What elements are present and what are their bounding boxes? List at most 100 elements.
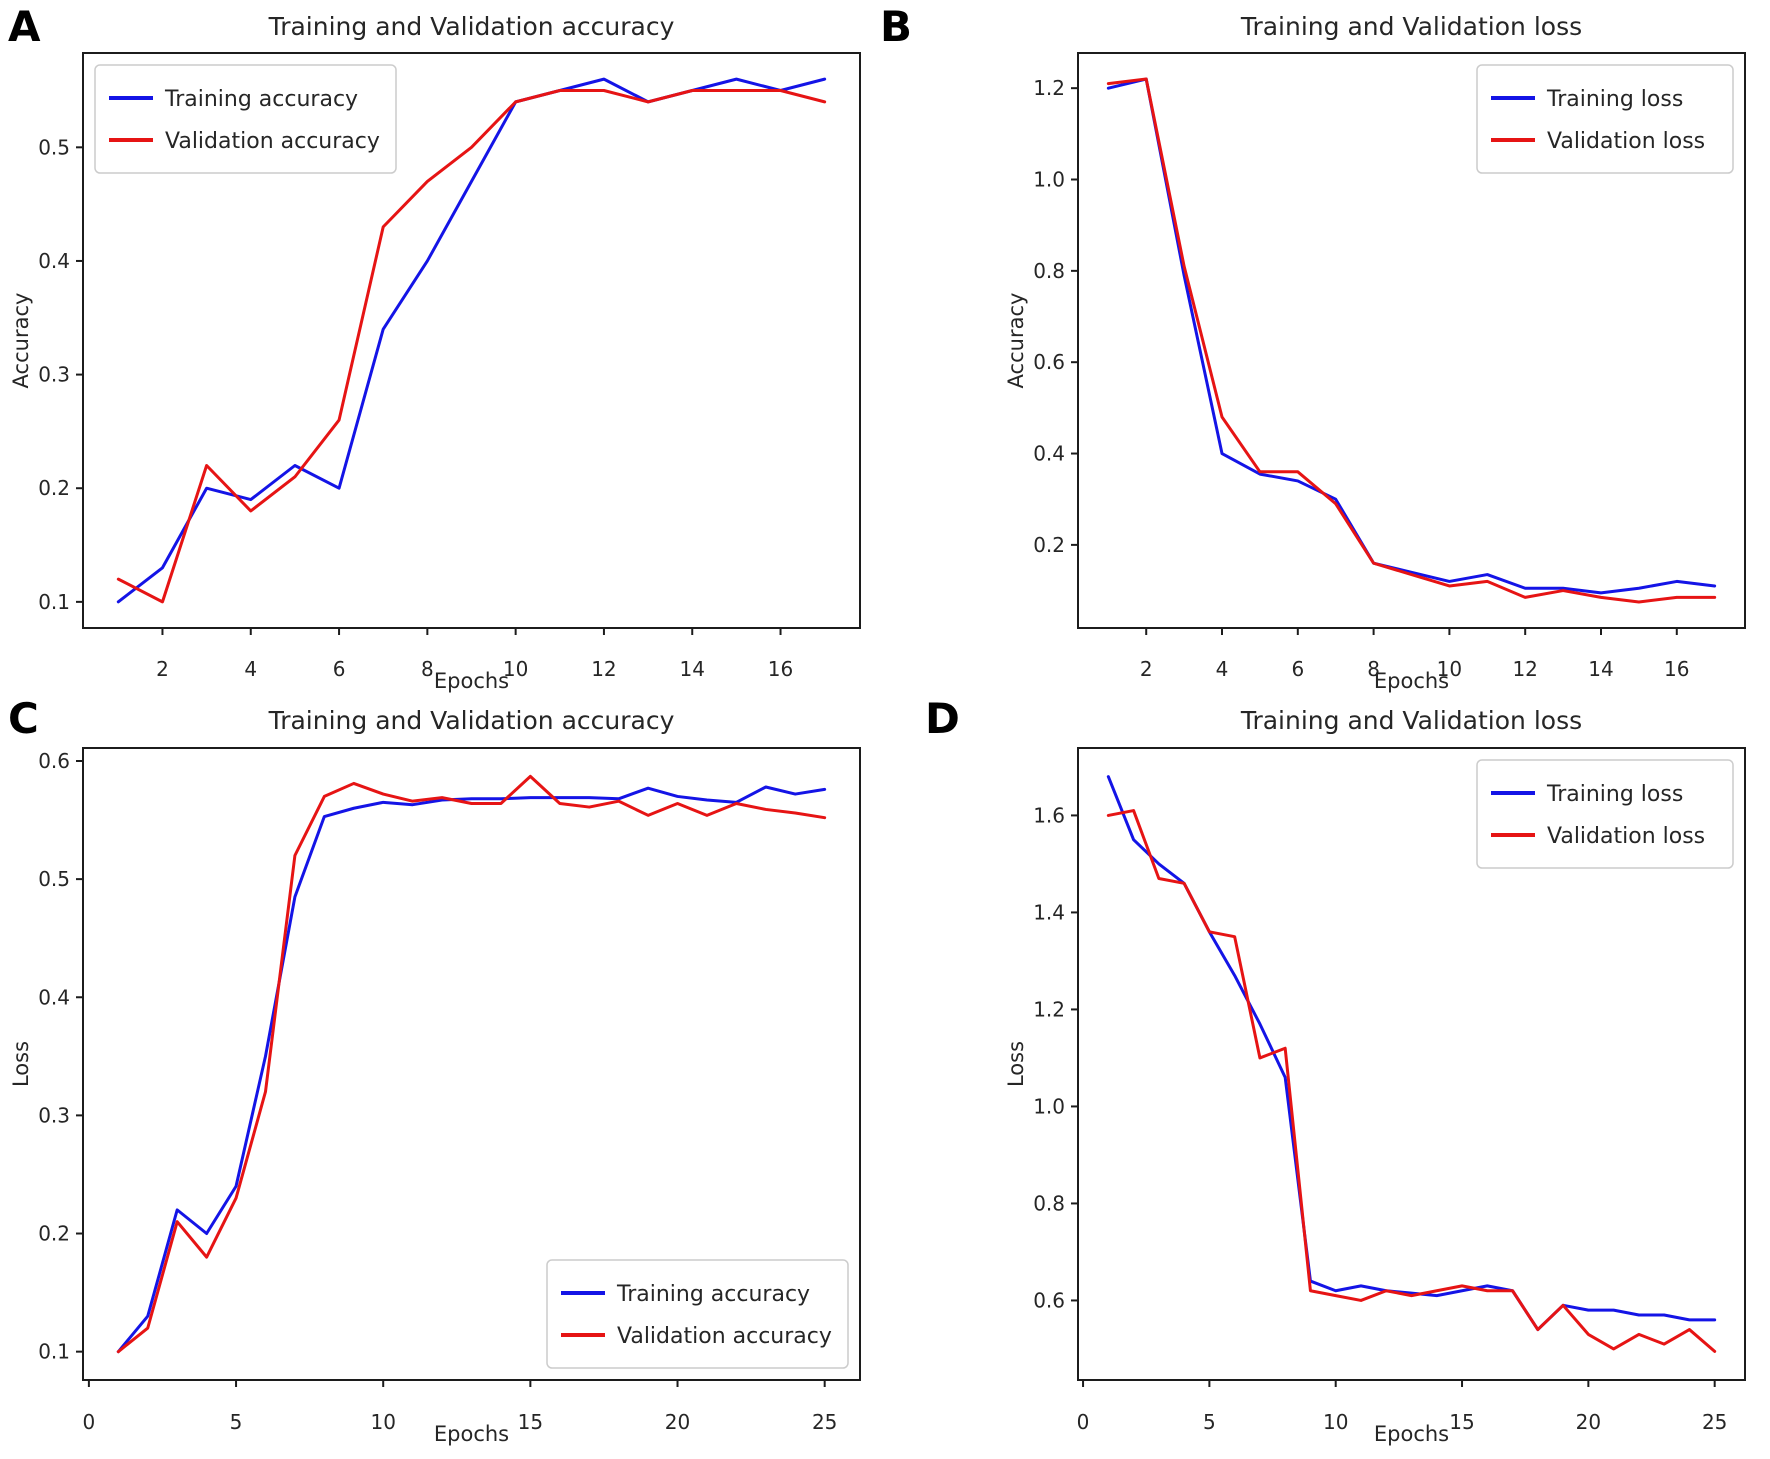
x-tick-label: 6 <box>333 657 346 681</box>
legend: Training accuracy Validation accuracy <box>546 1259 849 1369</box>
x-tick-label: 8 <box>421 657 434 681</box>
x-tick-label: 10 <box>503 657 528 681</box>
x-tick-label: 12 <box>1512 657 1537 681</box>
legend-entry-label: Training loss <box>1546 782 1683 807</box>
validation-series-line <box>116 89 827 604</box>
y-tick-label: 0.1 <box>38 1340 70 1364</box>
y-tick-label: 0.2 <box>1033 533 1065 557</box>
panel-a: 2 4 6 8 10 12 14 16 0.1 0.2 0.3 0.4 0.5 Epochs Accurac… <box>9 52 861 693</box>
y-tick-label: 0.5 <box>38 135 70 159</box>
validation-series-line <box>1106 809 1717 1353</box>
x-tick-label: 8 <box>1367 657 1380 681</box>
x-tick-label: 16 <box>1664 657 1689 681</box>
x-tick-label: 12 <box>591 657 616 681</box>
training-series-line <box>1106 77 1717 595</box>
panel-d-letter: D <box>925 694 960 743</box>
legend-entry-label: Training accuracy <box>164 87 358 112</box>
panel-c: 0 5 10 15 20 25 0.1 0.2 0.3 0.4 0.5 0.6 Epochs Loss Tr… <box>9 747 861 1446</box>
y-tick-label: 0.8 <box>1033 1191 1065 1215</box>
y-tick-label: 0.4 <box>38 249 70 273</box>
training-series-line <box>116 785 827 1354</box>
y-tick-label: 1.0 <box>1033 1094 1065 1118</box>
y-tick-label: 0.6 <box>1033 350 1065 374</box>
y-tick-label: 1.2 <box>1033 76 1065 100</box>
panel-d-title: Training and Validation loss <box>1240 706 1583 735</box>
x-tick-label: 5 <box>230 1410 243 1434</box>
y-tick-label: 1.4 <box>1033 900 1065 924</box>
y-tick-label: 0.3 <box>38 1103 70 1127</box>
y-tick-label: 0.2 <box>38 476 70 500</box>
x-tick-label: 15 <box>518 1410 543 1434</box>
x-tick-label: 10 <box>1437 657 1462 681</box>
series-lines <box>116 774 827 1354</box>
y-axis-label: Loss <box>1004 1041 1028 1087</box>
legend: Training loss Validation loss <box>1476 64 1734 174</box>
validation-series-line <box>1106 77 1717 604</box>
y-axis-label: Loss <box>9 1041 33 1087</box>
legend: Training accuracy Validation accuracy <box>94 64 397 174</box>
panel-a-title: Training and Validation accuracy <box>268 12 675 41</box>
x-tick-label: 25 <box>1702 1410 1727 1434</box>
y-tick-label: 1.0 <box>1033 168 1065 192</box>
plot-frame <box>1077 747 1746 1381</box>
x-tick-label: 4 <box>244 657 257 681</box>
y-tick-label: 0.3 <box>38 363 70 387</box>
x-tick-label: 14 <box>680 657 705 681</box>
legend-entry-label: Validation loss <box>1547 129 1705 154</box>
legend-entry-label: Training loss <box>1546 87 1683 112</box>
y-tick-label: 0.2 <box>38 1222 70 1246</box>
series-lines <box>1106 77 1717 604</box>
x-tick-label: 10 <box>1323 1410 1348 1434</box>
y-tick-label: 0.6 <box>1033 1288 1065 1312</box>
legend-box <box>94 64 397 174</box>
x-tick-label: 2 <box>1140 657 1153 681</box>
panel-a-letter: A <box>8 2 41 51</box>
y-tick-label: 0.5 <box>38 867 70 891</box>
legend-box <box>546 1259 849 1369</box>
y-tick-label: 0.6 <box>38 749 70 773</box>
y-tick-label: 0.1 <box>38 590 70 614</box>
y-tick-label: 0.4 <box>38 985 70 1009</box>
x-axis-label: Epochs <box>1374 1422 1449 1446</box>
legend-entry-label: Training accuracy <box>616 1282 810 1307</box>
y-axis-label: Accuracy <box>9 293 33 389</box>
legend-box <box>1476 759 1734 869</box>
x-tick-label: 25 <box>812 1410 837 1434</box>
plot-frame <box>82 52 861 629</box>
y-tick-label: 0.4 <box>1033 442 1065 466</box>
x-tick-label: 2 <box>156 657 169 681</box>
x-tick-label: 14 <box>1588 657 1613 681</box>
x-tick-label: 16 <box>768 657 793 681</box>
x-tick-label: 5 <box>1203 1410 1216 1434</box>
y-tick-label: 1.2 <box>1033 997 1065 1021</box>
x-tick-label: 0 <box>83 1410 96 1434</box>
plot-frame <box>1077 52 1746 629</box>
legend-entry-label: Validation accuracy <box>617 1324 832 1349</box>
x-tick-label: 20 <box>665 1410 690 1434</box>
x-axis-label: Epochs <box>434 1422 509 1446</box>
legend-entry-label: Validation loss <box>1547 824 1705 849</box>
panel-b-letter: B <box>880 2 913 51</box>
x-tick-label: 10 <box>370 1410 395 1434</box>
panel-b-title: Training and Validation loss <box>1240 12 1583 41</box>
legend-entry-label: Validation accuracy <box>165 129 380 154</box>
x-tick-label: 0 <box>1077 1410 1090 1434</box>
validation-series-line <box>116 774 827 1354</box>
x-tick-label: 4 <box>1216 657 1229 681</box>
y-axis-label: Accuracy <box>1004 293 1028 389</box>
x-axis-label: Epochs <box>434 669 509 693</box>
x-tick-label: 20 <box>1576 1410 1601 1434</box>
panel-c-title: Training and Validation accuracy <box>268 706 675 735</box>
x-tick-label: 15 <box>1449 1410 1474 1434</box>
panel-c-letter: C <box>8 694 39 743</box>
x-axis-label: Epochs <box>1374 669 1449 693</box>
panel-b: 2 4 6 8 10 12 14 16 0.2 0.4 0.6 0.8 1.0 1.2 Epochs Accu… <box>1004 52 1746 693</box>
x-tick-label: 6 <box>1291 657 1304 681</box>
series-lines <box>1106 775 1717 1353</box>
legend: Training loss Validation loss <box>1476 759 1734 869</box>
y-tick-label: 0.8 <box>1033 259 1065 283</box>
legend-box <box>1476 64 1734 174</box>
y-tick-label: 1.6 <box>1033 803 1065 827</box>
